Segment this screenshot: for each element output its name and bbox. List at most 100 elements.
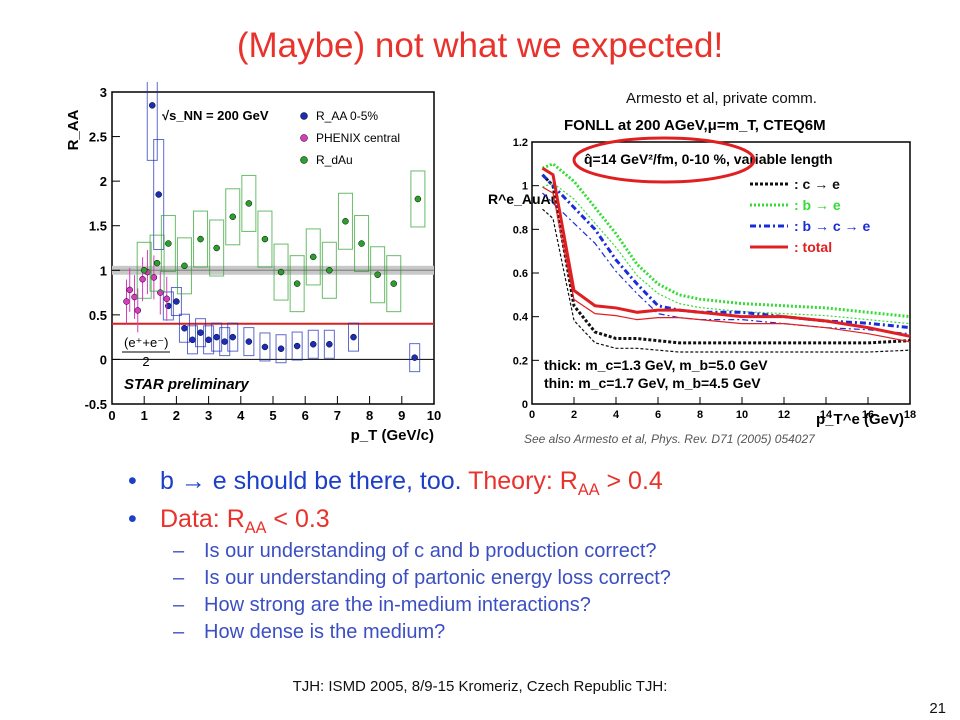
error-box	[348, 322, 359, 352]
data-point	[342, 218, 349, 225]
thin-label: thin: m_c=1.7 GeV, m_b=4.5 GeV	[544, 375, 761, 391]
y-tick-label: 0.5	[89, 308, 107, 323]
bullet-2: • Data: RAA < 0.3	[128, 505, 330, 537]
y-tick-label: 0.2	[513, 355, 528, 367]
legend-marker	[300, 134, 308, 142]
error-box	[178, 313, 190, 343]
legend-label: : b → c → e	[794, 218, 870, 234]
data-point	[126, 286, 133, 294]
fonll-theory-chart: FONLL at 200 AGeV,μ=m_T, CTEQ6M q̂=14 GeV…	[488, 117, 916, 428]
legend-label: : total	[794, 239, 832, 255]
data-point	[277, 268, 285, 276]
error-box	[275, 334, 287, 364]
x-tick-label: 14	[820, 409, 833, 421]
error-box	[241, 174, 257, 232]
x-tick-label: 18	[904, 409, 916, 421]
x-tick-label: 10	[427, 408, 441, 423]
error-box	[193, 210, 209, 268]
data-point	[153, 259, 161, 267]
data-point	[245, 338, 253, 345]
data-point	[165, 240, 172, 247]
y-tick-label: 1	[100, 263, 107, 278]
error-box	[257, 210, 273, 268]
arrow-icon: →	[180, 467, 206, 495]
x-axis-label: p_T (GeV/c)	[351, 427, 434, 444]
thick-label: thick: m_c=1.3 GeV, m_b=5.0 GeV	[544, 357, 768, 373]
error-box	[321, 241, 337, 299]
error-box	[386, 255, 402, 313]
error-box	[153, 139, 165, 251]
y-tick-label: 2.5	[89, 130, 107, 145]
error-box	[219, 327, 231, 357]
error-box	[187, 325, 198, 355]
data-point	[197, 329, 204, 336]
x-tick-label: 4	[613, 409, 620, 421]
data-point	[414, 195, 422, 203]
x-tick-label: 8	[697, 409, 703, 421]
data-point	[326, 267, 333, 274]
series-line-thin	[542, 192, 911, 335]
error-box	[160, 215, 176, 273]
data-point	[358, 240, 365, 247]
series-line-thick	[541, 173, 911, 345]
error-box	[170, 286, 182, 316]
error-box	[146, 82, 158, 161]
x-tick-label: 1	[141, 408, 148, 423]
error-box	[209, 219, 225, 277]
data-point	[181, 262, 188, 270]
data-point	[181, 324, 188, 332]
error-box	[354, 215, 370, 273]
subitem: – Is our understanding of partonic energy…	[173, 567, 671, 589]
energy-label: √s_NN = 200 GeV	[162, 108, 269, 123]
error-box	[149, 234, 165, 292]
error-box	[273, 243, 289, 301]
y-axis-label: R_AA	[65, 109, 82, 150]
data-point	[229, 213, 236, 221]
series-line-thick	[541, 162, 911, 319]
legend-label: : c → e	[794, 176, 840, 192]
legend-label: R_AA 0-5%	[316, 109, 378, 123]
data-point	[150, 274, 158, 281]
data-point	[131, 293, 138, 301]
data-point	[350, 333, 357, 341]
data-point	[213, 244, 220, 252]
data-point	[205, 336, 212, 344]
data-point	[245, 200, 253, 207]
x-tick-label: 4	[237, 408, 245, 423]
data-point	[123, 298, 130, 305]
subitem: – How dense is the medium?	[173, 621, 446, 643]
series-line-thin	[542, 182, 911, 325]
error-box	[203, 325, 215, 355]
data-point	[157, 289, 164, 296]
y-tick-label: 0.4	[513, 312, 529, 324]
data-point	[173, 298, 180, 305]
chart-subtitle: q̂=14 GeV²/fm, 0-10 %, variable length	[584, 151, 833, 167]
legend-label: : b → e	[794, 197, 841, 213]
x-tick-label: 3	[205, 408, 212, 423]
error-box	[291, 331, 303, 361]
data-point	[221, 338, 228, 345]
page-number: 21	[929, 700, 946, 717]
error-box	[305, 228, 321, 286]
error-box	[307, 329, 319, 359]
data-point	[261, 343, 269, 351]
error-box	[337, 192, 353, 250]
y-tick-label: 3	[100, 85, 107, 100]
x-tick-label: 2	[173, 408, 180, 423]
error-box	[211, 322, 223, 352]
data-point	[310, 253, 317, 261]
error-box	[370, 246, 386, 304]
data-point	[139, 275, 146, 283]
error-box	[136, 241, 152, 299]
chart-title: FONLL at 200 AGeV,μ=m_T, CTEQ6M	[564, 117, 826, 134]
x-tick-label: 0	[108, 408, 115, 423]
data-point	[411, 354, 418, 361]
star-raa-chart: 0 1 2 3 4 5 6 7 8 9 10-0.500.511.522.53p_T (GeV/c)…	[65, 82, 441, 444]
error-box	[410, 170, 426, 228]
x-tick-label: 12	[778, 409, 790, 421]
x-tick-label: 0	[529, 409, 535, 421]
formula-label-top: (e⁺+e⁻)	[124, 335, 168, 350]
x-tick-label: 5	[269, 408, 276, 423]
see-also-reference: See also Armesto et al, Phys. Rev. D71 (…	[524, 432, 815, 446]
subitem: – Is our understanding of c and b product…	[173, 540, 657, 562]
